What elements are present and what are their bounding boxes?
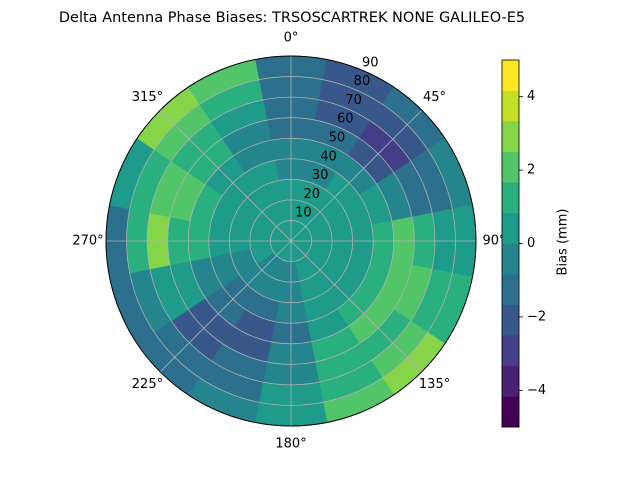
r-tick-label: 50 xyxy=(329,130,346,145)
r-tick-label: 10 xyxy=(295,206,312,221)
chart-title: Delta Antenna Phase Biases: TRSOSCARTREK… xyxy=(59,10,525,26)
grid-spoke xyxy=(159,240,292,373)
colorbar-swatch xyxy=(501,304,520,336)
x-tick-label: 315° xyxy=(132,90,163,105)
x-tick-label: 180° xyxy=(275,437,306,452)
r-tick-label: 80 xyxy=(354,74,371,89)
colorbar-tick-label: 0 xyxy=(527,236,535,251)
colorbar-tick-label: −4 xyxy=(527,383,546,398)
colorbar-swatch xyxy=(501,243,520,275)
x-tick-label: 270° xyxy=(72,234,103,249)
x-tick-label: 225° xyxy=(132,377,163,392)
x-tick-label: 90° xyxy=(482,234,505,249)
colorbar-swatch xyxy=(501,365,520,397)
polar-frame xyxy=(105,55,477,427)
colorbar-swatch xyxy=(501,212,520,244)
colorbar-tick-label: 4 xyxy=(527,89,535,104)
colorbar-tick-label: −2 xyxy=(527,309,546,324)
r-tick-label: 20 xyxy=(304,187,321,202)
r-tick-label: 90 xyxy=(362,55,379,70)
r-tick-label: 60 xyxy=(337,112,354,127)
colorbar-label: Bias (mm) xyxy=(556,209,571,276)
colorbar-tick-label: 2 xyxy=(527,163,535,178)
colorbar-swatch xyxy=(501,273,520,305)
x-tick-label: 135° xyxy=(419,377,450,392)
colorbar-swatch xyxy=(501,182,520,214)
x-tick-label: 45° xyxy=(423,90,446,105)
colorbar-swatch xyxy=(501,120,520,153)
grid-spoke xyxy=(159,109,292,242)
colorbar-swatch xyxy=(501,335,520,367)
r-tick-label: 40 xyxy=(320,149,337,164)
r-tick-label: 30 xyxy=(312,168,329,183)
colorbar-swatch xyxy=(501,151,520,183)
r-tick-label: 70 xyxy=(345,93,362,108)
x-tick-label: 0° xyxy=(284,31,299,46)
grid-spoke xyxy=(290,240,423,373)
colorbar-swatch xyxy=(501,396,520,428)
colorbar-swatch xyxy=(501,59,520,91)
grid-spoke xyxy=(290,109,423,242)
colorbar-swatch xyxy=(501,90,520,122)
